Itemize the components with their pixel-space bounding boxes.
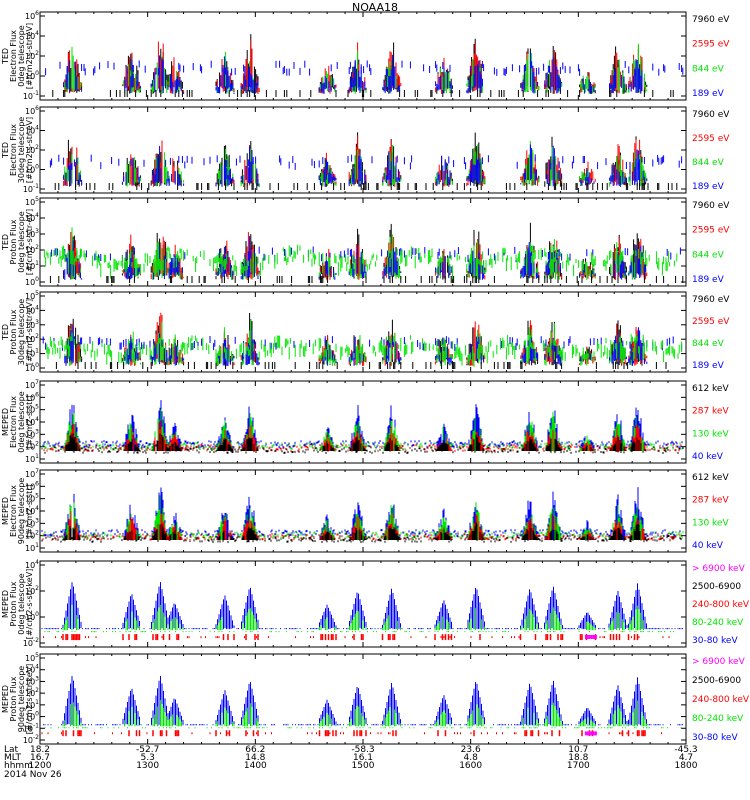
- y-tick-label: 102: [25, 441, 39, 452]
- data-traces: [49, 132, 683, 190]
- legend-entry: 844 eV: [692, 64, 725, 74]
- legend-entry: 844 eV: [692, 158, 725, 168]
- y-tick-label: 100: [25, 276, 39, 287]
- y-tick-label: 104: [25, 125, 39, 136]
- legend-entry: 189 eV: [692, 182, 725, 192]
- y-axis-label-line: TED: [1, 324, 10, 341]
- legend-entry: 7960 eV: [692, 295, 730, 305]
- legend-entry: 189 eV: [692, 89, 725, 99]
- y-axis-label-line: TED: [1, 48, 10, 65]
- y-axis-label-line: Proton Flux: [9, 219, 18, 264]
- legend-entry: 612 keV: [692, 384, 729, 394]
- y-tick-label: 102: [25, 50, 39, 61]
- y-tick-label: 103: [25, 428, 39, 439]
- y-axis-label-line: Proton Flux: [9, 309, 18, 354]
- y-axis-label-line: [#/cm2-s-str-eV]: [25, 209, 34, 275]
- data-traces: [41, 400, 684, 454]
- y-tick-label: 105: [25, 196, 39, 207]
- legend-entry: 2595 eV: [692, 40, 730, 50]
- y-tick-label: 102: [25, 244, 39, 255]
- legend-entry: 2595 eV: [692, 317, 730, 327]
- y-axis-label-line: 30deg telescope: [17, 117, 26, 184]
- legend-entry: 844 eV: [692, 250, 725, 260]
- y-tick-label: 106: [25, 105, 39, 116]
- y-tick-label: 104: [25, 30, 39, 41]
- y-axis-label-line: 0deg telescope: [17, 391, 26, 452]
- legend-entry: 7960 eV: [692, 110, 730, 120]
- data-traces: [45, 34, 684, 97]
- legend-entry: 7960 eV: [692, 15, 730, 25]
- y-axis-label-line: TED: [1, 234, 10, 251]
- y-tick-label: 101: [25, 348, 39, 359]
- y-axis-label-line: 0deg telescope: [17, 25, 26, 86]
- legend-entry: 7960 eV: [692, 201, 730, 211]
- panel-3: 105 104 103 102 101 100 TED Proton Flux 0deg tel…: [1, 196, 730, 287]
- panel-2: 106 104 102 100 10-1 TED Electron Flux 30deg te…: [1, 105, 730, 194]
- y-axis-label-line: Electron Flux: [9, 396, 18, 448]
- chart-title: NOAA18: [351, 1, 399, 14]
- y-axis-label-line: [#/cm2-s-str-eV]: [25, 299, 34, 365]
- y-tick-label: 102: [25, 144, 39, 155]
- y-axis-label-line: 30deg telescope: [17, 299, 26, 366]
- panel-1: 106 104 102 100 10-1 TED Electron Flux 0deg tel…: [1, 10, 730, 101]
- y-axis-label-line: [#/cm2-s-str]: [25, 395, 34, 448]
- y-tick-label: 107: [25, 379, 39, 390]
- y-axis-label-line: 0deg telescope: [17, 211, 26, 272]
- legend-entry: 2595 eV: [692, 134, 730, 144]
- data-traces: [43, 222, 684, 283]
- y-tick-label: 106: [25, 391, 39, 402]
- legend-entry: 130 keV: [692, 429, 729, 439]
- y-tick-label: 105: [25, 404, 39, 415]
- y-tick-label: 104: [25, 304, 39, 315]
- y-tick-label: 103: [25, 319, 39, 330]
- legend-entry: 189 eV: [692, 361, 725, 371]
- y-axis-label-line: TED: [1, 142, 10, 159]
- y-tick-label: 105: [25, 290, 39, 301]
- y-tick-label: 100: [25, 362, 39, 373]
- y-axis-label-line: MEPED: [1, 408, 10, 436]
- y-tick-label: 101: [25, 260, 39, 271]
- legend-entry: 844 eV: [692, 339, 725, 349]
- y-tick-label: 102: [25, 333, 39, 344]
- y-axis-label-line: Electron Flux: [9, 124, 18, 176]
- y-tick-label: 106: [25, 10, 39, 21]
- y-tick-label: 10-1: [23, 90, 39, 101]
- y-tick-label: 101: [25, 453, 39, 464]
- y-axis-label-line: [#/cm2-s-str-eV]: [25, 117, 34, 183]
- legend-entry: 40 keV: [692, 452, 724, 462]
- y-tick-label: 104: [25, 212, 39, 223]
- legend-entry: 287 keV: [692, 407, 729, 417]
- y-tick-label: 103: [25, 228, 39, 239]
- panel-4: 105 104 103 102 101 100 TED Proton Flux 30deg te…: [1, 290, 730, 373]
- legend-entry: 2595 eV: [692, 226, 730, 236]
- y-tick-label: 10-1: [23, 183, 39, 194]
- y-tick-label: 100: [25, 70, 39, 81]
- y-tick-label: 100: [25, 164, 39, 175]
- y-axis-label-line: Electron Flux: [9, 30, 18, 82]
- y-tick-label: 104: [25, 416, 39, 427]
- y-axis-label-line: [#/cm2-s-str-eV]: [25, 23, 34, 89]
- legend-entry: 189 eV: [692, 275, 725, 285]
- data-traces: [42, 312, 683, 369]
